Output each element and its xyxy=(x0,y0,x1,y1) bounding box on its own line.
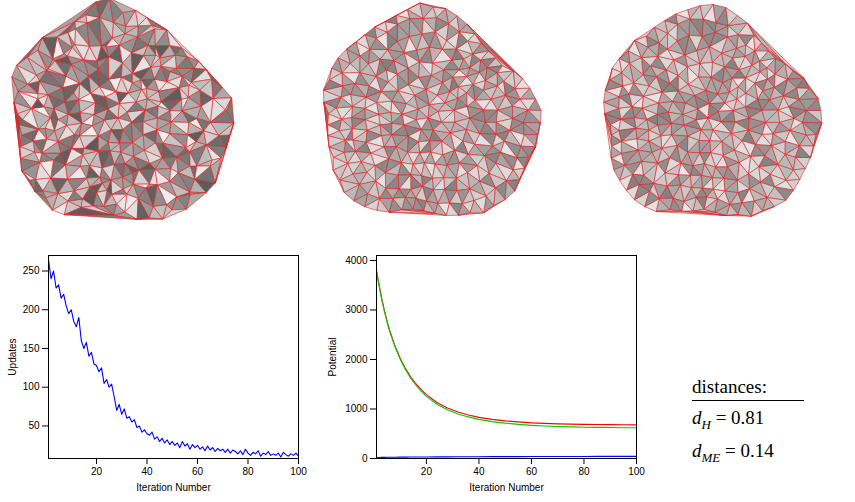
svg-text:3000: 3000 xyxy=(345,304,368,315)
svg-text:Updates: Updates xyxy=(7,338,18,375)
svg-text:4000: 4000 xyxy=(345,255,368,266)
html-text:dME= 0.14: dME= 0.14 xyxy=(692,439,774,465)
svg-text:60: 60 xyxy=(192,466,204,477)
svg-text:60: 60 xyxy=(526,466,538,477)
svg-text:1000: 1000 xyxy=(345,403,368,414)
svg-text:2000: 2000 xyxy=(345,354,368,365)
svg-text:Iteration Number: Iteration Number xyxy=(136,482,211,493)
svg-text:20: 20 xyxy=(421,466,433,477)
svg-text:20: 20 xyxy=(91,466,103,477)
html-text:dH= 0.81: dH= 0.81 xyxy=(692,407,765,432)
svg-text:200: 200 xyxy=(23,304,40,315)
svg-text:Potential: Potential xyxy=(327,338,338,377)
html-text:distances:: distances: xyxy=(692,376,767,397)
svg-text:150: 150 xyxy=(23,343,40,354)
svg-text:100: 100 xyxy=(290,466,307,477)
svg-text:250: 250 xyxy=(23,265,40,276)
svg-text:40: 40 xyxy=(473,466,485,477)
svg-text:80: 80 xyxy=(242,466,254,477)
svg-text:0: 0 xyxy=(362,453,368,464)
svg-text:80: 80 xyxy=(578,466,590,477)
svg-text:50: 50 xyxy=(28,420,40,431)
svg-text:100: 100 xyxy=(628,466,645,477)
svg-text:40: 40 xyxy=(141,466,153,477)
svg-text:Iteration Number: Iteration Number xyxy=(469,482,544,493)
svg-text:100: 100 xyxy=(23,381,40,392)
